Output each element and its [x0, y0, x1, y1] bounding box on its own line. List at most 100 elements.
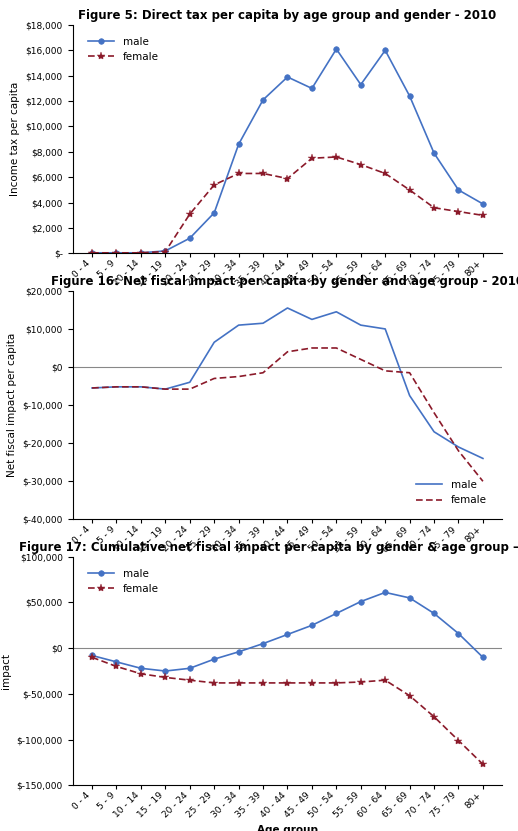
- male: [162, 246, 168, 256]
- female: [138, 381, 144, 391]
- female: [236, 678, 242, 688]
- male: [162, 384, 168, 394]
- female: [455, 207, 462, 217]
- female: [113, 661, 120, 671]
- female: [211, 180, 218, 190]
- female: [382, 675, 388, 685]
- male: [113, 381, 120, 391]
- male: [186, 234, 193, 243]
- male: [407, 391, 413, 401]
- Title: Figure 5: Direct tax per capita by age group and gender - 2010: Figure 5: Direct tax per capita by age g…: [78, 9, 497, 22]
- female: [260, 169, 266, 179]
- Line: male: male: [89, 47, 486, 256]
- female: [89, 383, 95, 393]
- male: [357, 80, 364, 90]
- Title: Figure 16: Net fiscal impact per capita by gender and age group - 2010: Figure 16: Net fiscal impact per capita …: [51, 275, 518, 288]
- male: [89, 248, 95, 258]
- female: [407, 185, 413, 195]
- male: [407, 91, 413, 101]
- female: [333, 152, 339, 162]
- female: [113, 381, 120, 391]
- female: [382, 366, 388, 376]
- Legend: male, female: male, female: [414, 478, 488, 507]
- male: [431, 608, 437, 618]
- male: [260, 95, 266, 105]
- female: [382, 169, 388, 179]
- male: [455, 628, 462, 638]
- male: [186, 377, 193, 387]
- female: [357, 354, 364, 364]
- female: [162, 247, 168, 257]
- male: [455, 185, 462, 195]
- Line: female: female: [92, 348, 483, 481]
- Line: female: female: [88, 153, 487, 257]
- female: [431, 711, 437, 721]
- male: [138, 248, 144, 258]
- Legend: male, female: male, female: [87, 567, 161, 596]
- female: [431, 203, 437, 213]
- female: [309, 343, 315, 353]
- male: [357, 597, 364, 607]
- X-axis label: Age group: Age group: [257, 293, 318, 303]
- female: [309, 153, 315, 163]
- female: [455, 735, 462, 745]
- male: [309, 83, 315, 93]
- male: [382, 324, 388, 334]
- male: [284, 303, 291, 313]
- Y-axis label: Income tax per capita: Income tax per capita: [10, 82, 20, 196]
- male: [480, 199, 486, 209]
- male: [431, 148, 437, 158]
- female: [284, 174, 291, 184]
- Title: Figure 17: Cumulative net fiscal impact per capita by gender & age group – 2010: Figure 17: Cumulative net fiscal impact …: [19, 541, 518, 554]
- Y-axis label: Average cumulative net fiscal
impact: Average cumulative net fiscal impact: [0, 593, 11, 749]
- female: [333, 678, 339, 688]
- male: [236, 320, 242, 330]
- male: [236, 647, 242, 656]
- female: [186, 209, 193, 219]
- male: [357, 320, 364, 330]
- male: [333, 44, 339, 54]
- male: [260, 318, 266, 328]
- female: [162, 384, 168, 394]
- male: [89, 383, 95, 393]
- female: [333, 343, 339, 353]
- Y-axis label: Net fiscal impact per capita: Net fiscal impact per capita: [7, 333, 17, 477]
- female: [480, 210, 486, 220]
- male: [431, 427, 437, 437]
- Legend: male, female: male, female: [87, 35, 161, 64]
- Line: male: male: [92, 308, 483, 459]
- male: [113, 656, 120, 666]
- female: [211, 678, 218, 688]
- male: [211, 337, 218, 347]
- female: [407, 368, 413, 378]
- female: [260, 678, 266, 688]
- male: [382, 588, 388, 597]
- female: [480, 476, 486, 486]
- male: [407, 593, 413, 603]
- X-axis label: Age group: Age group: [257, 559, 318, 569]
- X-axis label: Age group: Age group: [257, 825, 318, 831]
- male: [455, 442, 462, 452]
- male: [333, 608, 339, 618]
- female: [260, 368, 266, 378]
- male: [113, 248, 120, 258]
- male: [309, 314, 315, 324]
- Line: female: female: [88, 653, 487, 769]
- female: [431, 408, 437, 418]
- female: [357, 677, 364, 687]
- male: [284, 72, 291, 82]
- female: [89, 652, 95, 662]
- male: [382, 46, 388, 56]
- male: [186, 663, 193, 673]
- female: [89, 248, 95, 258]
- female: [162, 672, 168, 682]
- male: [260, 638, 266, 648]
- male: [480, 454, 486, 464]
- male: [480, 652, 486, 662]
- female: [138, 669, 144, 679]
- male: [162, 666, 168, 676]
- male: [138, 663, 144, 673]
- Line: male: male: [89, 590, 486, 674]
- female: [186, 384, 193, 394]
- male: [138, 381, 144, 391]
